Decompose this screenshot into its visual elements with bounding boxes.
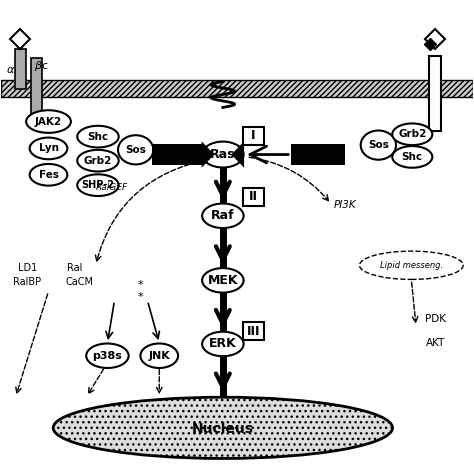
Text: Lipid messeng.: Lipid messeng. [380, 261, 443, 270]
Ellipse shape [202, 268, 244, 292]
Ellipse shape [30, 137, 67, 159]
Bar [429, 55, 441, 131]
Ellipse shape [202, 142, 244, 167]
Bar [15, 48, 26, 89]
Text: p38s: p38s [92, 351, 122, 361]
Text: PDK: PDK [426, 314, 447, 325]
Text: Grb2: Grb2 [84, 155, 112, 165]
Text: CaCM: CaCM [65, 277, 93, 287]
Text: Raf: Raf [211, 210, 235, 222]
Text: ERK: ERK [209, 337, 237, 350]
Ellipse shape [392, 146, 432, 168]
Ellipse shape [30, 164, 67, 186]
Text: Sos: Sos [368, 140, 389, 150]
FancyBboxPatch shape [243, 127, 264, 145]
Ellipse shape [118, 135, 154, 164]
Ellipse shape [77, 174, 118, 196]
Text: Shc: Shc [87, 132, 109, 142]
Text: RalGEF: RalGEF [96, 183, 128, 192]
Ellipse shape [140, 344, 178, 368]
Text: LD1: LD1 [18, 263, 37, 273]
Ellipse shape [77, 150, 118, 172]
Text: Nucleus: Nucleus [192, 422, 254, 436]
Text: II: II [249, 191, 258, 203]
Ellipse shape [53, 397, 392, 458]
Ellipse shape [202, 203, 244, 228]
Text: III: III [247, 325, 260, 338]
Bar [1, 80, 473, 97]
Text: RalBP: RalBP [13, 277, 41, 287]
Ellipse shape [202, 332, 244, 356]
Text: JNK: JNK [148, 351, 170, 361]
Text: SHP-2: SHP-2 [82, 180, 115, 190]
Text: JAK2: JAK2 [35, 117, 62, 127]
Ellipse shape [86, 344, 128, 368]
Ellipse shape [26, 110, 71, 133]
Text: MEK: MEK [208, 274, 238, 287]
Polygon shape [231, 141, 244, 168]
Text: Grb2: Grb2 [398, 129, 427, 139]
Text: Ras: Ras [210, 148, 236, 161]
Ellipse shape [392, 123, 432, 145]
Text: $\beta$c: $\beta$c [34, 59, 49, 73]
Text: Lyn: Lyn [38, 144, 58, 154]
FancyBboxPatch shape [243, 188, 264, 206]
Text: $\alpha$: $\alpha$ [6, 65, 15, 75]
Text: Shc: Shc [402, 152, 423, 162]
Text: I: I [251, 129, 256, 142]
Text: *
*: * * [137, 281, 143, 302]
Ellipse shape [77, 126, 118, 147]
Text: Sos: Sos [125, 145, 146, 155]
Bar [152, 144, 203, 165]
Bar [31, 58, 42, 115]
Polygon shape [201, 141, 214, 168]
Text: Ral: Ral [67, 263, 82, 273]
Text: PI3K: PI3K [334, 201, 357, 210]
Bar [291, 144, 346, 165]
Text: AKT: AKT [426, 338, 445, 348]
Text: Fes: Fes [38, 170, 58, 180]
FancyBboxPatch shape [243, 322, 264, 340]
Ellipse shape [361, 130, 396, 160]
